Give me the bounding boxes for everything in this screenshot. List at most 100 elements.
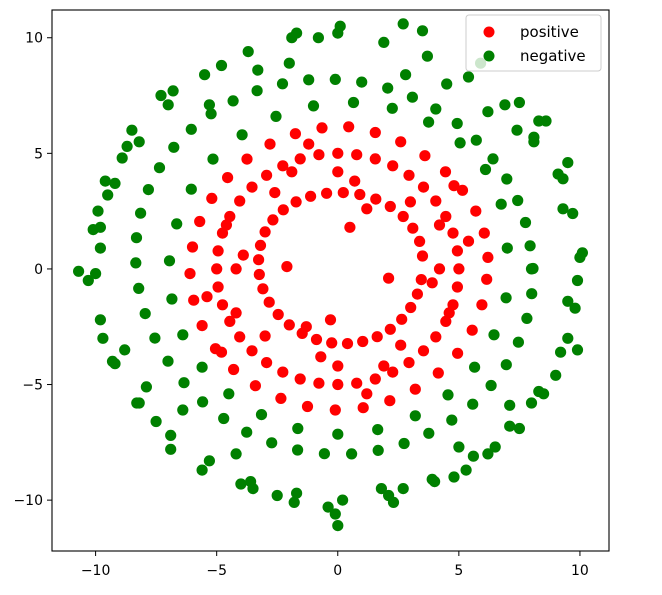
data-point-positive — [443, 307, 455, 319]
data-point-positive — [290, 196, 302, 208]
data-point-negative — [255, 409, 268, 421]
data-point-negative — [140, 381, 152, 393]
data-point-positive — [324, 314, 337, 326]
data-point-positive — [371, 331, 383, 343]
data-point-positive — [369, 126, 381, 139]
series-positive — [184, 121, 494, 416]
data-point-negative — [121, 140, 133, 152]
data-point-negative — [372, 424, 384, 436]
data-point-positive — [343, 121, 355, 133]
data-point-positive — [230, 307, 242, 319]
data-point-negative — [266, 437, 278, 449]
data-point-positive — [224, 210, 236, 223]
plot-frame — [51, 9, 610, 552]
data-point-negative — [153, 162, 166, 174]
data-point-negative — [131, 397, 143, 409]
data-point-positive — [216, 299, 229, 311]
data-point-positive — [230, 263, 242, 275]
data-point-negative — [372, 444, 384, 456]
data-point-negative — [196, 464, 208, 476]
data-point-negative — [550, 369, 562, 381]
data-point-positive — [419, 150, 431, 162]
data-point-negative — [386, 102, 398, 114]
data-point-negative — [332, 428, 344, 440]
data-point-negative — [346, 448, 358, 460]
data-point-negative — [467, 450, 479, 462]
data-point-positive — [257, 283, 269, 295]
data-point-negative — [423, 116, 435, 128]
data-point-positive — [448, 180, 460, 192]
data-point-positive — [417, 345, 430, 357]
data-point-positive — [337, 187, 349, 199]
data-point-negative — [562, 332, 574, 344]
data-point-negative — [102, 189, 114, 201]
data-point-negative — [94, 314, 106, 326]
data-point-positive — [303, 138, 315, 150]
data-point-negative — [150, 415, 162, 428]
legend-marker-negative — [483, 50, 495, 62]
data-point-positive — [433, 219, 446, 231]
data-point-positive — [396, 313, 408, 325]
data-point-positive — [267, 214, 279, 226]
data-point-positive — [234, 195, 246, 207]
data-point-positive — [321, 187, 333, 199]
data-point-positive — [294, 373, 306, 385]
x-tick-label: −10 — [81, 563, 111, 579]
data-point-positive — [395, 136, 407, 148]
data-point-negative — [97, 332, 109, 344]
data-point-positive — [264, 138, 276, 150]
y-tick-label: −5 — [22, 378, 43, 394]
data-point-negative — [489, 441, 501, 453]
data-point-positive — [407, 222, 419, 234]
data-point-negative — [500, 359, 512, 371]
data-point-positive — [259, 226, 271, 238]
data-point-positive — [439, 166, 452, 178]
data-point-positive — [453, 263, 465, 275]
data-point-positive — [310, 333, 323, 346]
data-point-negative — [540, 115, 552, 127]
data-point-negative — [562, 295, 574, 307]
data-point-positive — [341, 338, 354, 350]
x-tick-label: 0 — [333, 563, 342, 579]
data-point-positive — [246, 345, 258, 357]
data-point-negative — [538, 388, 550, 400]
data-point-positive — [263, 296, 275, 308]
data-point-positive — [414, 235, 426, 247]
data-point-positive — [384, 323, 396, 335]
data-point-positive — [259, 330, 271, 342]
data-point-positive — [440, 210, 452, 223]
data-point-positive — [432, 367, 444, 379]
data-point-negative — [271, 489, 283, 502]
legend-frame — [465, 14, 602, 72]
x-tick-label: 10 — [571, 563, 589, 579]
data-point-positive — [369, 153, 381, 165]
data-point-positive — [476, 299, 488, 311]
data-point-negative — [126, 124, 138, 136]
data-point-positive — [301, 400, 314, 413]
data-point-negative — [197, 396, 209, 408]
data-point-negative — [451, 117, 463, 130]
data-point-negative — [185, 123, 197, 135]
data-point-negative — [569, 302, 581, 314]
y-tick-label: 5 — [34, 146, 43, 162]
data-point-positive — [281, 261, 293, 273]
data-point-negative — [501, 242, 513, 254]
data-point-positive — [415, 274, 427, 286]
data-point-negative — [479, 163, 492, 176]
data-point-positive — [387, 366, 399, 378]
data-point-negative — [423, 427, 435, 439]
data-point-negative — [571, 274, 584, 287]
data-point-negative — [288, 496, 300, 508]
data-point-negative — [252, 64, 264, 76]
data-point-negative — [571, 344, 584, 356]
axis-ticks: −10 −5 0 5 10 −10 −5 0 5 10 — [13, 31, 588, 579]
data-point-negative — [398, 437, 410, 450]
data-point-positive — [451, 281, 463, 293]
data-point-negative — [133, 282, 145, 294]
data-point-negative — [90, 268, 102, 280]
data-point-positive — [211, 263, 223, 275]
data-point-positive — [316, 122, 328, 134]
data-point-negative — [205, 108, 217, 120]
data-point-negative — [322, 501, 334, 513]
